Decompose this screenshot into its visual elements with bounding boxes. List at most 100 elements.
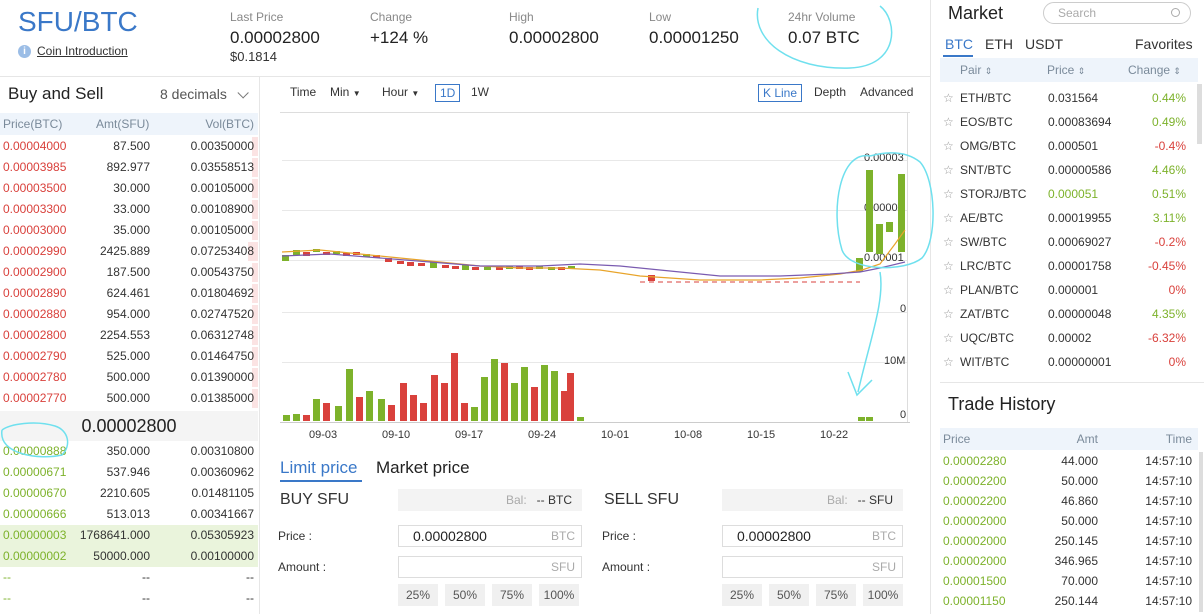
- market-price: 0.00000001: [1048, 355, 1112, 369]
- buy-pct-75[interactable]: 75%: [492, 584, 532, 606]
- chart-kline-button[interactable]: K Line: [758, 84, 803, 102]
- chart-1d-button[interactable]: 1D: [435, 84, 461, 102]
- bid-row[interactable]: 0.00000666 513.013 0.00341667: [0, 504, 258, 525]
- bid-row[interactable]: 0.00000888 350.000 0.00310800: [0, 441, 258, 462]
- buy-price-input[interactable]: 0.00002800 BTC: [398, 525, 582, 547]
- chart-hour-dropdown[interactable]: Hour ▼: [382, 85, 419, 99]
- market-row[interactable]: ☆ EOS/BTC 0.00083694 0.49%: [940, 110, 1198, 134]
- caret-down-icon: ▼: [411, 89, 420, 98]
- ask-row[interactable]: 0.00002770 500.000 0.01385000: [0, 388, 258, 409]
- chart-1w-button[interactable]: 1W: [471, 85, 489, 99]
- market-row[interactable]: ☆ OMG/BTC 0.000501 -0.4%: [940, 134, 1198, 158]
- market-price: 0.00019955: [1048, 211, 1112, 225]
- ask-row[interactable]: 0.00002900 187.500 0.00543750: [0, 262, 258, 283]
- ask-row[interactable]: 0.00002880 954.000 0.02747520: [0, 304, 258, 325]
- market-tab-usdt[interactable]: USDT: [1025, 36, 1064, 52]
- bid-row[interactable]: -- -- --: [0, 567, 258, 588]
- market-bottom-divider: [940, 382, 1204, 383]
- chart-time-button[interactable]: Time: [290, 85, 317, 99]
- stat-24hr-volume: 24hr Volume 0.07 BTC: [788, 10, 860, 48]
- bid-row[interactable]: -- -- --: [0, 588, 258, 609]
- bid-price: --: [3, 570, 11, 584]
- buy-amount-input[interactable]: SFU: [398, 556, 582, 578]
- ask-row[interactable]: 0.00002890 624.461 0.01804692: [0, 283, 258, 304]
- tab-market-price[interactable]: Market price: [376, 458, 470, 477]
- ask-row[interactable]: 0.00003300 33.000 0.00108900: [0, 199, 258, 220]
- ask-row[interactable]: 0.00003500 30.000 0.00105000: [0, 178, 258, 199]
- sell-amount-input[interactable]: SFU: [722, 556, 903, 578]
- market-search-input[interactable]: Search: [1043, 2, 1191, 24]
- bid-row[interactable]: 0.00000002 50000.000 0.00100000: [0, 546, 258, 567]
- star-icon[interactable]: ☆: [943, 355, 954, 369]
- star-icon[interactable]: ☆: [943, 115, 954, 129]
- depth-bar: [252, 389, 258, 408]
- star-icon[interactable]: ☆: [943, 163, 954, 177]
- candle: [303, 252, 310, 256]
- star-icon[interactable]: ☆: [943, 187, 954, 201]
- bid-row[interactable]: 0.00000003 1768641.000 0.05305923: [0, 525, 258, 546]
- tab-limit-price[interactable]: Limit price: [280, 458, 358, 477]
- market-row[interactable]: ☆ ZAT/BTC 0.00000048 4.35%: [940, 302, 1198, 326]
- buy-pct-100[interactable]: 100%: [539, 584, 579, 606]
- sell-pct-100[interactable]: 100%: [863, 584, 903, 606]
- ask-row[interactable]: 0.00004000 87.500 0.00350000: [0, 136, 258, 157]
- column-price[interactable]: Price ⇕: [1047, 63, 1085, 77]
- ask-row[interactable]: 0.00003000 35.000 0.00105000: [0, 220, 258, 241]
- market-pair: ZAT/BTC: [960, 307, 1010, 321]
- star-icon[interactable]: ☆: [943, 91, 954, 105]
- ask-row[interactable]: 0.00002780 500.000 0.01390000: [0, 367, 258, 388]
- market-row[interactable]: ☆ AE/BTC 0.00019955 3.11%: [940, 206, 1198, 230]
- market-row[interactable]: ☆ LRC/BTC 0.00001758 -0.45%: [940, 254, 1198, 278]
- market-row[interactable]: ☆ WIT/BTC 0.00000001 0%: [940, 350, 1198, 374]
- coin-introduction-link[interactable]: i Coin Introduction: [18, 44, 128, 58]
- candle: [323, 252, 330, 255]
- sell-pct-75[interactable]: 75%: [816, 584, 856, 606]
- market-row[interactable]: ☆ SNT/BTC 0.00000586 4.46%: [940, 158, 1198, 182]
- market-row[interactable]: ☆ STORJ/BTC 0.000051 0.51%: [940, 182, 1198, 206]
- chart-advanced-button[interactable]: Advanced: [860, 85, 914, 99]
- market-tab-btc[interactable]: BTC: [945, 36, 973, 52]
- market-tab-eth[interactable]: ETH: [985, 36, 1013, 52]
- volume-bar: [511, 383, 518, 421]
- market-change: 0.51%: [1151, 187, 1186, 201]
- trade-history-scrollbar[interactable]: [1199, 452, 1203, 612]
- star-icon[interactable]: ☆: [943, 283, 954, 297]
- star-icon[interactable]: ☆: [943, 307, 954, 321]
- x-axis-tick: 10-22: [820, 429, 849, 441]
- sell-pct-50[interactable]: 50%: [769, 584, 809, 606]
- market-row[interactable]: ☆ UQC/BTC 0.00002 -6.32%: [940, 326, 1198, 350]
- market-scrollbar[interactable]: [1197, 84, 1202, 144]
- bid-amount: 537.946: [106, 465, 150, 479]
- market-change: 0.49%: [1151, 115, 1186, 129]
- buy-pct-25[interactable]: 25%: [398, 584, 438, 606]
- chart-depth-button[interactable]: Depth: [814, 85, 847, 99]
- column-change[interactable]: Change ⇕: [1128, 63, 1181, 77]
- ask-row[interactable]: 0.00002790 525.000 0.01464750: [0, 346, 258, 367]
- ask-row[interactable]: 0.00002990 2425.889 0.07253408: [0, 241, 258, 262]
- ask-volume: 0.07253408: [190, 244, 254, 258]
- bid-row[interactable]: 0.00000670 2210.605 0.01481105: [0, 483, 258, 504]
- star-icon[interactable]: ☆: [943, 331, 954, 345]
- sell-price-input[interactable]: 0.00002800 BTC: [722, 525, 903, 547]
- volume-bar: [323, 403, 330, 421]
- buy-pct-50[interactable]: 50%: [445, 584, 485, 606]
- x-axis-tick: 10-01: [601, 429, 630, 441]
- star-icon[interactable]: ☆: [943, 259, 954, 273]
- price-axis-tick: 0: [900, 303, 907, 315]
- market-row[interactable]: ☆ ETH/BTC 0.031564 0.44%: [940, 86, 1198, 110]
- sell-pct-25[interactable]: 25%: [722, 584, 762, 606]
- bid-amount: --: [142, 570, 150, 584]
- column-pair[interactable]: Pair ⇕: [960, 63, 992, 77]
- market-tab-favorites[interactable]: Favorites: [1135, 36, 1193, 52]
- market-row[interactable]: ☆ SW/BTC 0.00069027 -0.2%: [940, 230, 1198, 254]
- volume-bar: [346, 369, 353, 421]
- chart-min-dropdown[interactable]: Min ▼: [330, 85, 361, 99]
- decimals-select[interactable]: 8 decimals: [160, 86, 249, 102]
- star-icon[interactable]: ☆: [943, 235, 954, 249]
- ask-row[interactable]: 0.00003985 892.977 0.03558513: [0, 157, 258, 178]
- star-icon[interactable]: ☆: [943, 139, 954, 153]
- bid-row[interactable]: 0.00000671 537.946 0.00360962: [0, 462, 258, 483]
- star-icon[interactable]: ☆: [943, 211, 954, 225]
- ask-row[interactable]: 0.00002800 2254.553 0.06312748: [0, 325, 258, 346]
- market-row[interactable]: ☆ PLAN/BTC 0.000001 0%: [940, 278, 1198, 302]
